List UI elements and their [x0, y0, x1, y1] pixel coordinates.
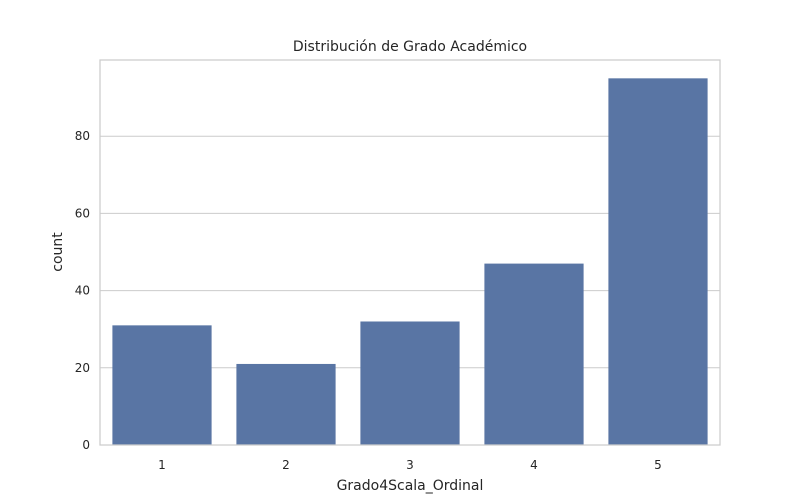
- x-tick-label: 5: [654, 458, 662, 472]
- x-tick-label: 1: [158, 458, 166, 472]
- y-tick-label: 40: [75, 284, 90, 298]
- bar-4: [484, 263, 584, 445]
- x-axis-label: Grado4Scala_Ordinal: [337, 478, 484, 494]
- x-tick-label: 4: [530, 458, 538, 472]
- y-tick-label: 80: [75, 129, 90, 143]
- y-axis-label: count: [50, 232, 66, 272]
- bar-3: [360, 321, 460, 445]
- bar-1: [112, 325, 212, 445]
- x-tick-labels: 1 2 3 4 5: [158, 458, 662, 472]
- y-tick-label: 60: [75, 206, 90, 220]
- y-tick-labels: 0 20 40 60 80: [75, 129, 90, 452]
- x-tick-label: 3: [406, 458, 414, 472]
- bar-5: [608, 78, 708, 445]
- x-tick-label: 2: [282, 458, 290, 472]
- y-tick-label: 0: [82, 438, 90, 452]
- bar-2: [236, 363, 336, 445]
- y-tick-label: 20: [75, 361, 90, 375]
- bars: [112, 78, 708, 445]
- chart-title: Distribución de Grado Académico: [293, 39, 527, 55]
- axes-frame: [99, 59, 721, 446]
